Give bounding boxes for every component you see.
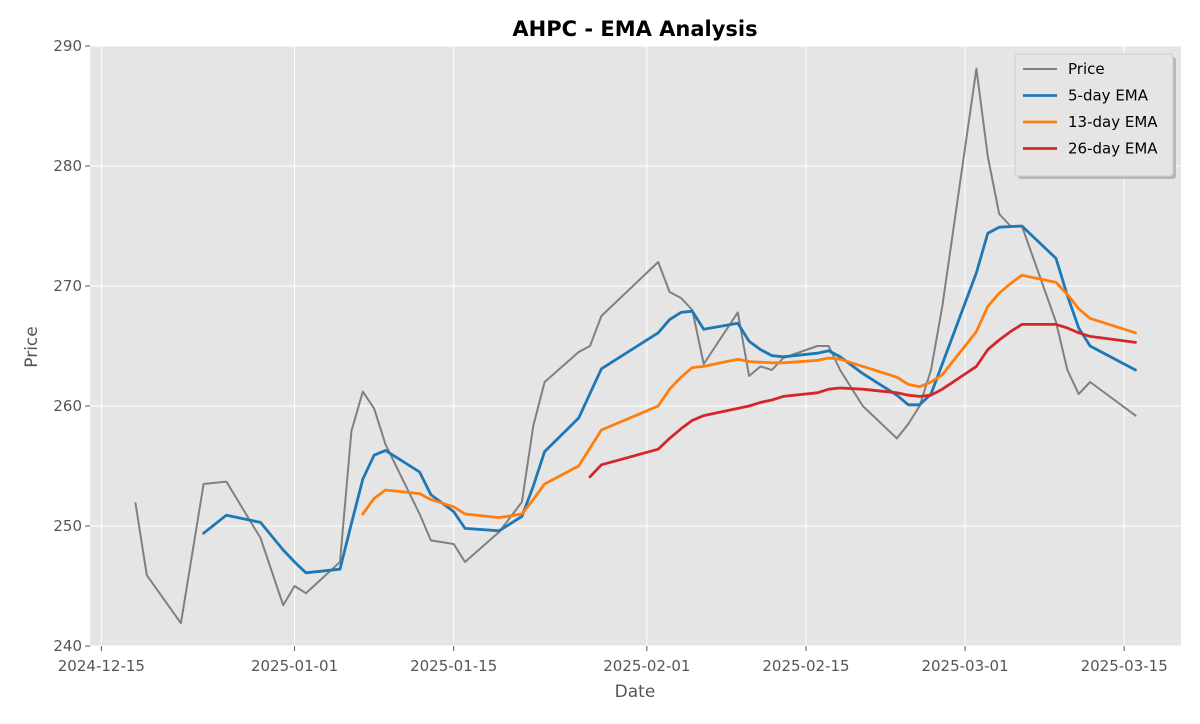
x-tick-label: 2025-03-01: [921, 657, 1008, 675]
y-tick-label: 290: [53, 37, 82, 55]
series-line-price: [134, 67, 1137, 625]
legend-box: [1014, 53, 1174, 177]
legend: Price 5-day EMA 13-day EMA 26-day EMA: [1014, 53, 1176, 179]
y-tick-label: 240: [53, 637, 82, 655]
x-tick-label: 2025-02-01: [603, 657, 690, 675]
x-tick-label: 2024-12-15: [58, 657, 145, 675]
x-tick-label: 2025-01-01: [251, 657, 338, 675]
x-tick-label: 2025-01-15: [410, 657, 497, 675]
y-axis-label: Price: [22, 326, 42, 367]
x-axis-label: Date: [615, 682, 656, 702]
x-tick-label: 2025-02-15: [762, 657, 849, 675]
legend-label: 5-day EMA: [1068, 87, 1149, 105]
series-line-13-day-ema: [361, 273, 1137, 519]
series-line-26-day-ema: [588, 322, 1137, 479]
y-tick-label: 250: [53, 517, 82, 535]
y-tick-label: 260: [53, 397, 82, 415]
x-tick-label: 2025-03-15: [1081, 657, 1168, 675]
legend-label: 13-day EMA: [1068, 113, 1158, 131]
axes: 240 250 260 270 280 290 2024-12-15 2025-01-01 20…: [53, 37, 1167, 675]
chart-title: AHPC - EMA Analysis: [512, 17, 757, 41]
y-tick-label: 270: [53, 277, 82, 295]
series-line-5-day-ema: [202, 224, 1137, 575]
legend-label: 26-day EMA: [1068, 140, 1158, 158]
y-tick-label: 280: [53, 157, 82, 175]
series-group: [134, 67, 1137, 625]
legend-label: Price: [1068, 60, 1105, 78]
